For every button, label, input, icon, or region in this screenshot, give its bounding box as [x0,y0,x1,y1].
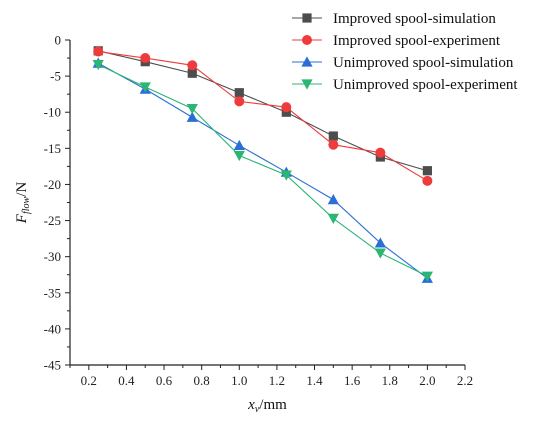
x-tick-label: 1.4 [306,373,323,388]
y-tick-label: -40 [44,321,61,336]
series-line [98,50,428,172]
x-axis-title-unit: /mm [259,397,287,413]
data-point [328,139,339,150]
series-line [97,62,428,279]
y-axis-title-main: F [14,213,30,224]
y-tick-label: -15 [44,141,61,156]
legend-label: Unimproved spool-simulation [333,55,514,71]
y-tick-label: -5 [50,69,61,84]
y-tick-label: -45 [44,358,61,373]
y-tick-label: -35 [44,285,61,300]
x-tick-label: 0.6 [156,373,173,388]
legend: Improved spool-simulation Improved spool-… [292,11,518,93]
legend-marker [301,56,313,67]
x-axis-title: xv/mm [247,397,287,415]
x-axis-title-main: x [247,397,255,413]
data-point [139,82,151,93]
y-axis-title: Fflow/N [14,182,32,225]
y-axis-title-unit: /N [14,182,30,197]
data-point [234,88,244,98]
x-tick-label: 0.4 [118,373,135,388]
legend-label: Unimproved spool-experiment [333,77,518,93]
legend-item: Unimproved spool-experiment [292,77,518,93]
data-point [327,194,339,205]
legend-label: Improved spool-experiment [333,33,501,49]
data-point [327,213,339,224]
data-point [328,131,338,141]
data-point [233,150,245,162]
y-tick-label: -10 [44,105,61,120]
series-2 [93,46,433,186]
data-point [375,147,386,158]
x-tick-label: 1.6 [344,373,361,388]
y-tick-label: 0 [55,33,62,48]
data-point [234,96,245,107]
x-tick-label: 1.2 [269,373,285,388]
data-point [186,111,198,122]
legend-item: Improved spool-simulation [292,11,496,27]
x-axis-title-sub: v [255,404,260,415]
x-tick-label: 0.2 [81,373,97,388]
data-point [187,60,198,71]
data-point [187,68,197,78]
data-point [233,139,245,151]
data-point [92,59,104,71]
data-point [422,175,433,186]
data-point [422,166,432,176]
data-point [281,107,291,117]
data-point [374,248,386,259]
series-4 [92,59,433,282]
x-axis: 0.2 0.4 0.6 0.8 1.0 1.2 1.4 1.6 1.8 2.0 2.2 [69,364,473,388]
legend-marker [302,35,312,45]
legend-label: Improved spool-simulation [333,11,496,27]
data-point [421,271,433,282]
x-tick-label: 2.0 [419,373,435,388]
y-axis: 0 -5 -10 -15 -20 -25 -30 -35 -40 -45 [44,33,71,373]
y-tick-label: -25 [44,213,61,228]
data-point [280,170,292,181]
data-point [93,46,104,57]
legend-item: Improved spool-experiment [292,33,501,49]
data-point [186,104,198,115]
x-tick-label: 1.8 [382,373,398,388]
y-tick-label: -20 [44,177,61,192]
series-line [97,64,428,277]
legend-marker [302,13,312,23]
legend-item: Unimproved spool-simulation [292,55,514,71]
x-tick-label: 0.8 [194,373,210,388]
y-tick-label: -30 [44,249,61,264]
series-line [98,51,428,182]
legend-marker [301,79,313,90]
series-layer [92,46,433,283]
data-point [140,53,151,64]
data-point [281,102,292,113]
x-tick-label: 2.2 [457,373,473,388]
data-point [374,237,386,248]
x-tick-label: 1.0 [231,373,247,388]
y-axis-title-sub: flow [21,196,32,214]
